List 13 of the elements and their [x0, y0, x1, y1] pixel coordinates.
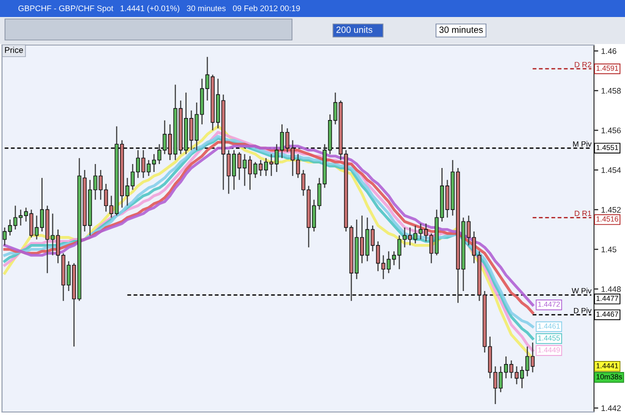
y-tick-label: 1.456: [602, 128, 621, 134]
y-tick-label: 1.442: [602, 405, 621, 411]
chart-subtitle: 1.4441 (+0.01%) 30 minutes 09 Feb 2012 00:19: [120, 5, 300, 13]
text: 30 minutes: [439, 26, 483, 33]
y-tick-label: 1.454: [602, 167, 621, 173]
text: 200 units: [336, 26, 372, 33]
chart-title: GBPCHF - GBP/CHF Spot: [18, 5, 114, 13]
y-tick-label: 1.45: [602, 246, 616, 252]
y-tick-label: 1.458: [602, 88, 621, 94]
y-tick-label: 1.448: [602, 286, 621, 292]
y-tick-label: 1.452: [602, 206, 621, 213]
annotation: Price: [5, 46, 23, 53]
y-tick-label: 1.46: [602, 48, 616, 54]
